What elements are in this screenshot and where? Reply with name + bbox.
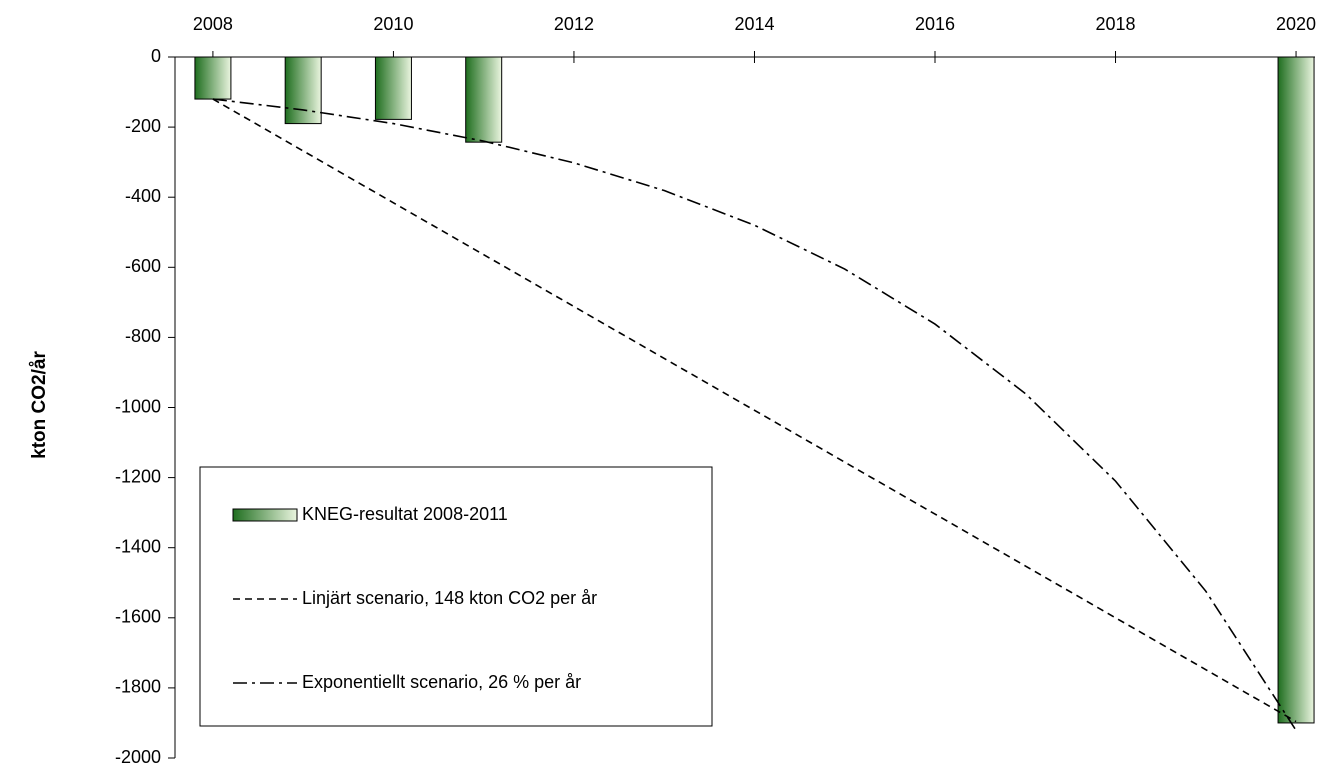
x-tick-label: 2020 (1276, 14, 1316, 34)
legend-label: Linjärt scenario, 148 kton CO2 per år (302, 588, 597, 608)
y-tick-label: -400 (125, 186, 161, 206)
legend-label: Exponentiellt scenario, 26 % per år (302, 672, 581, 692)
x-tick-label: 2008 (193, 14, 233, 34)
y-tick-label: -1600 (115, 607, 161, 627)
y-tick-label: -1200 (115, 466, 161, 486)
y-tick-label: -600 (125, 256, 161, 276)
bar (194, 56, 232, 100)
legend-swatch (232, 508, 298, 522)
y-tick-label: -1000 (115, 396, 161, 416)
legend-label: KNEG-resultat 2008-2011 (302, 504, 508, 524)
bar (284, 56, 322, 125)
y-tick-label: -200 (125, 116, 161, 136)
y-tick-label: -800 (125, 326, 161, 346)
y-tick-label: -1400 (115, 536, 161, 556)
x-tick-label: 2018 (1095, 14, 1135, 34)
x-tick-label: 2010 (373, 14, 413, 34)
x-tick-label: 2016 (915, 14, 955, 34)
bar (465, 56, 503, 143)
bar (1277, 56, 1315, 724)
x-tick-label: 2014 (734, 14, 774, 34)
y-tick-label: -1800 (115, 677, 161, 697)
legend: KNEG-resultat 2008-2011 Linjärt scenario,… (199, 466, 713, 727)
y-tick-label: -2000 (115, 747, 161, 767)
x-tick-label: 2012 (554, 14, 594, 34)
scenario-line (212, 98, 1297, 723)
y-tick-label: 0 (151, 46, 161, 66)
scenario-line (212, 98, 1297, 731)
bar (374, 56, 412, 120)
y-axis-label: kton CO2/år (29, 351, 50, 459)
